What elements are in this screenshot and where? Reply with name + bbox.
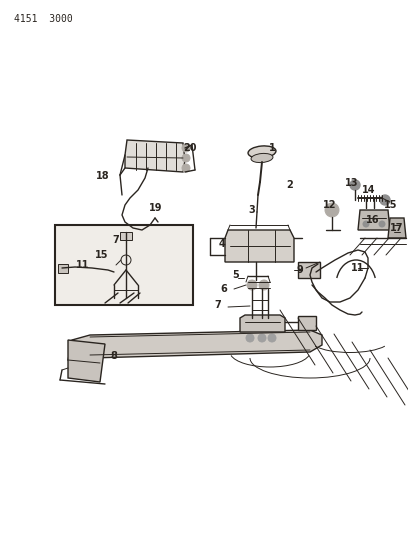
- Text: 8: 8: [111, 351, 118, 361]
- Polygon shape: [240, 315, 285, 332]
- Ellipse shape: [251, 154, 273, 163]
- Bar: [120, 232, 132, 240]
- Circle shape: [350, 180, 360, 190]
- Text: 19: 19: [149, 203, 163, 213]
- Text: 4151  3000: 4151 3000: [14, 14, 73, 24]
- Bar: [55, 225, 193, 305]
- Text: 15: 15: [384, 200, 398, 210]
- Circle shape: [380, 195, 390, 205]
- Circle shape: [259, 280, 269, 290]
- Text: 6: 6: [221, 284, 227, 294]
- Text: 3: 3: [248, 205, 255, 215]
- Circle shape: [246, 334, 254, 342]
- Polygon shape: [68, 340, 105, 382]
- Text: 11: 11: [76, 260, 90, 270]
- Text: 5: 5: [233, 270, 239, 280]
- Text: 7: 7: [113, 235, 120, 245]
- Text: 13: 13: [345, 178, 359, 188]
- Text: 14: 14: [362, 185, 376, 195]
- Text: 9: 9: [297, 265, 304, 275]
- Text: 4: 4: [219, 239, 225, 249]
- Bar: [58, 264, 68, 273]
- Polygon shape: [358, 210, 390, 230]
- Text: 11: 11: [351, 263, 365, 273]
- Text: 7: 7: [215, 300, 222, 310]
- Circle shape: [363, 221, 369, 227]
- Text: 18: 18: [96, 171, 110, 181]
- Circle shape: [182, 144, 190, 152]
- Text: 2: 2: [287, 180, 293, 190]
- Text: 20: 20: [183, 143, 197, 153]
- Bar: [298, 316, 316, 330]
- Circle shape: [258, 334, 266, 342]
- Circle shape: [325, 203, 339, 217]
- Circle shape: [182, 164, 190, 172]
- Polygon shape: [125, 140, 185, 172]
- Text: 1: 1: [268, 143, 275, 153]
- Circle shape: [182, 154, 190, 162]
- Circle shape: [379, 221, 385, 227]
- Ellipse shape: [248, 146, 276, 158]
- Circle shape: [247, 280, 257, 290]
- Bar: [298, 262, 320, 278]
- Text: 15: 15: [95, 250, 109, 260]
- Text: 17: 17: [390, 223, 404, 233]
- Polygon shape: [388, 218, 406, 238]
- Circle shape: [268, 334, 276, 342]
- Text: 12: 12: [323, 200, 337, 210]
- Polygon shape: [68, 330, 322, 364]
- Text: 16: 16: [366, 215, 380, 225]
- Polygon shape: [225, 230, 294, 262]
